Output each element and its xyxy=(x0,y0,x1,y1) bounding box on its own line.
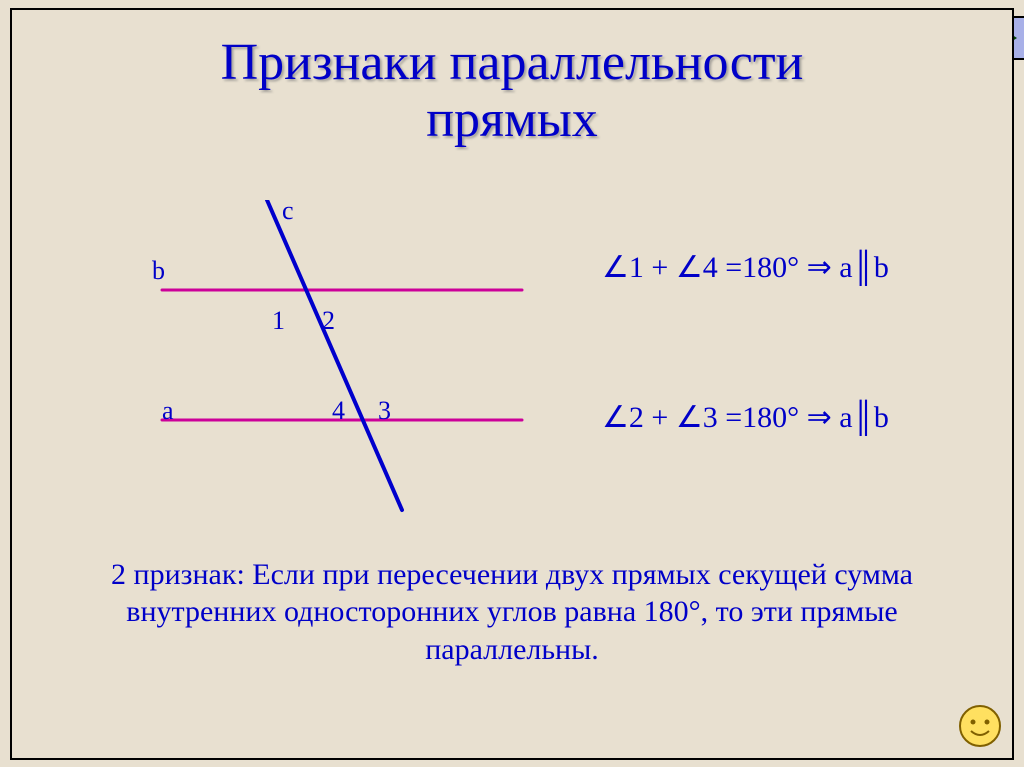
label-angle-1: 1 xyxy=(272,306,285,336)
label-angle-2: 2 xyxy=(322,306,335,336)
label-angle-4: 4 xyxy=(332,396,345,426)
formula-2: ∠2 + ∠3 =180° ⇒ a║b xyxy=(602,400,889,435)
diagram: c b a 1 2 3 4 xyxy=(122,200,552,530)
label-angle-3: 3 xyxy=(378,396,391,426)
slide-title: Признаки параллельности прямых xyxy=(12,34,1012,148)
label-c: c xyxy=(282,196,294,226)
slide-frame: Признаки параллельности прямых c b a 1 2… xyxy=(10,8,1014,760)
title-line-1: Признаки параллельности xyxy=(221,34,804,91)
smiley-icon[interactable] xyxy=(958,704,1002,748)
label-a: a xyxy=(162,396,174,426)
label-b: b xyxy=(152,256,165,286)
theorem-text: 2 признак: Если при пересечении двух пря… xyxy=(72,556,952,669)
formula-1: ∠1 + ∠4 =180° ⇒ a║b xyxy=(602,250,889,285)
title-line-2: прямых xyxy=(426,91,598,148)
diagram-svg xyxy=(122,200,552,530)
